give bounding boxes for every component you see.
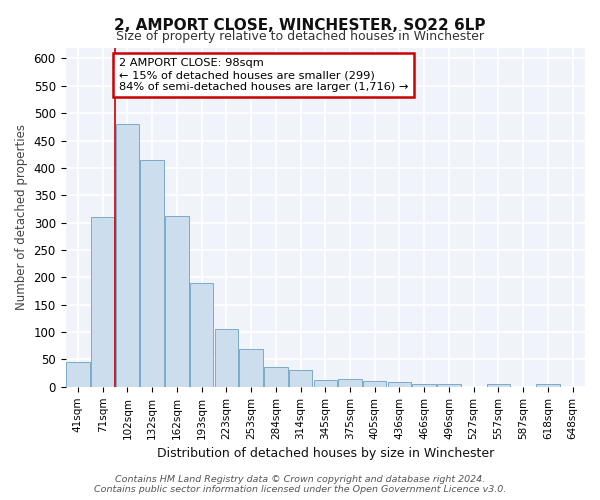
Text: 2 AMPORT CLOSE: 98sqm
← 15% of detached houses are smaller (299)
84% of semi-det: 2 AMPORT CLOSE: 98sqm ← 15% of detached …: [119, 58, 408, 92]
Bar: [165, 216, 188, 387]
Bar: [116, 124, 139, 387]
Bar: [239, 348, 263, 387]
X-axis label: Distribution of detached houses by size in Winchester: Distribution of detached houses by size …: [157, 447, 494, 460]
Text: Size of property relative to detached houses in Winchester: Size of property relative to detached ho…: [116, 30, 484, 43]
Bar: [363, 382, 386, 387]
Bar: [536, 384, 560, 387]
Bar: [338, 378, 362, 387]
Bar: [140, 160, 164, 387]
Y-axis label: Number of detached properties: Number of detached properties: [15, 124, 28, 310]
Bar: [314, 380, 337, 387]
Bar: [91, 217, 115, 387]
Bar: [487, 384, 510, 387]
Bar: [437, 384, 461, 387]
Text: Contains HM Land Registry data © Crown copyright and database right 2024.
Contai: Contains HM Land Registry data © Crown c…: [94, 474, 506, 494]
Bar: [264, 366, 287, 387]
Text: 2, AMPORT CLOSE, WINCHESTER, SO22 6LP: 2, AMPORT CLOSE, WINCHESTER, SO22 6LP: [114, 18, 486, 32]
Bar: [388, 382, 411, 387]
Bar: [289, 370, 312, 387]
Bar: [66, 362, 89, 387]
Bar: [215, 330, 238, 387]
Bar: [190, 283, 214, 387]
Bar: [412, 384, 436, 387]
